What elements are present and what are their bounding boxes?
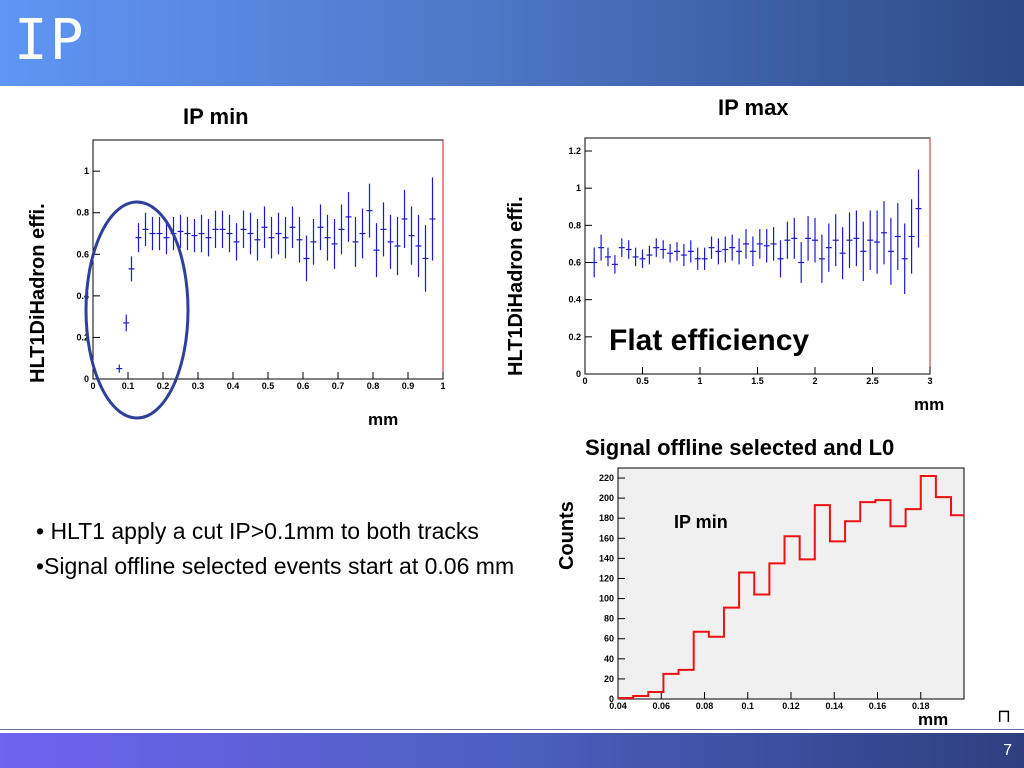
- x-tick-label: 3: [927, 376, 932, 386]
- chart2-xlabel: mm: [914, 395, 945, 414]
- y-tick-label: 1: [576, 183, 581, 193]
- y-tick-label: 0.4: [568, 295, 581, 305]
- chart2-title: IP max: [718, 95, 789, 120]
- chart1-xlabel: mm: [368, 410, 399, 429]
- histogram-line: [618, 475, 964, 699]
- bullet-item: •Signal offline selected events start at…: [36, 553, 515, 579]
- slide-footer: 7: [0, 733, 1024, 768]
- corner-mark-icon: ⊓: [997, 706, 1012, 726]
- footer-divider: [0, 729, 1024, 730]
- y-tick-label: 0.6: [76, 249, 89, 259]
- x-tick-label: 2.5: [866, 376, 879, 386]
- x-tick-label: 2: [812, 376, 817, 386]
- x-tick-label: 0.18: [912, 701, 930, 711]
- page-number: 7: [1003, 742, 1012, 759]
- x-tick-label: 0.6: [297, 381, 310, 391]
- y-tick-label: 1.2: [568, 146, 581, 156]
- y-tick-label: 60: [604, 634, 614, 644]
- y-tick-label: 0.2: [76, 332, 89, 342]
- x-tick-label: 0.5: [262, 381, 275, 391]
- bullet-item: • HLT1 apply a cut IP>0.1mm to both trac…: [36, 518, 479, 544]
- flat-efficiency-annotation: Flat efficiency: [609, 324, 810, 357]
- y-tick-label: 80: [604, 614, 614, 624]
- x-tick-label: 1.5: [751, 376, 764, 386]
- x-tick-label: 0.12: [782, 701, 800, 711]
- y-tick-label: 180: [599, 513, 614, 523]
- plot-frame: [617, 467, 965, 700]
- x-tick-label: 0.8: [367, 381, 380, 391]
- x-tick-label: 0.4: [227, 381, 240, 391]
- y-tick-label: 0.4: [76, 291, 89, 301]
- y-tick-label: 20: [604, 674, 614, 684]
- plot-frame: [92, 139, 444, 380]
- x-tick-label: 0.3: [192, 381, 205, 391]
- y-tick-label: 220: [599, 473, 614, 483]
- cut-region-ellipse: [84, 200, 190, 420]
- x-tick-label: 1: [697, 376, 702, 386]
- chart3-xlabel: mm: [918, 710, 949, 729]
- chart1-title: IP min: [183, 104, 249, 129]
- y-tick-label: 0.8: [76, 208, 89, 218]
- x-tick-label: 0: [582, 376, 587, 386]
- x-tick-label: 0.9: [402, 381, 415, 391]
- x-tick-label: 0.16: [869, 701, 887, 711]
- x-tick-label: 0.2: [157, 381, 170, 391]
- x-tick-label: 0.1: [122, 381, 135, 391]
- y-tick-label: 140: [599, 553, 614, 563]
- chart2-plot: 0 0.2 0.4 0.6 0.8 1 1.2 0 0.5 1 1.5 2 2.5 3: [568, 137, 933, 386]
- x-tick-label: 0: [90, 381, 95, 391]
- y-tick-label: 0: [84, 374, 89, 384]
- chart3-ylabel: Counts: [556, 501, 578, 570]
- x-tick-label: 0.1: [741, 701, 754, 711]
- chart3-plot: 0 20 40 60 80 100 120 140 160 180 200 220 0.04 0.06 0.…: [599, 467, 965, 711]
- x-tick-label: 0.08: [696, 701, 714, 711]
- chart1-plot: 0 0.2 0.4 0.6 0.8 1 0 0.1 0.2 0.3 0.4 0.5 0.6 0.7 0.8 0…: [76, 139, 446, 391]
- chart1-ylabel: HLT1DiHadron effi.: [27, 203, 49, 383]
- x-tick-label: 0.7: [332, 381, 345, 391]
- x-tick-label: 0.06: [652, 701, 670, 711]
- x-tick-label: 1: [440, 381, 445, 391]
- y-tick-label: 0.6: [568, 258, 581, 268]
- y-tick-label: 120: [599, 573, 614, 583]
- y-tick-label: 0: [609, 694, 614, 704]
- x-tick-label: 0.5: [636, 376, 649, 386]
- y-tick-label: 160: [599, 533, 614, 543]
- cut-region-circle: [84, 200, 190, 420]
- x-tick-label: 0.04: [609, 701, 627, 711]
- y-tick-label: 0.8: [568, 220, 581, 230]
- y-tick-label: 0: [576, 369, 581, 379]
- y-tick-label: 0.2: [568, 332, 581, 342]
- y-tick-label: 40: [604, 654, 614, 664]
- slide-title: IP: [14, 8, 86, 73]
- chart2-ylabel: HLT1DiHadron effi.: [505, 196, 527, 376]
- y-tick-label: 100: [599, 594, 614, 604]
- y-tick-label: 1: [84, 166, 89, 176]
- y-tick-label: 200: [599, 493, 614, 503]
- x-tick-label: 0.14: [825, 701, 843, 711]
- slide-header: IP: [0, 0, 1024, 86]
- chart3-title: Signal offline selected and L0: [585, 435, 895, 460]
- chart3-legend: IP min: [674, 512, 728, 532]
- bullet-list: • HLT1 apply a cut IP>0.1mm to both trac…: [36, 514, 526, 584]
